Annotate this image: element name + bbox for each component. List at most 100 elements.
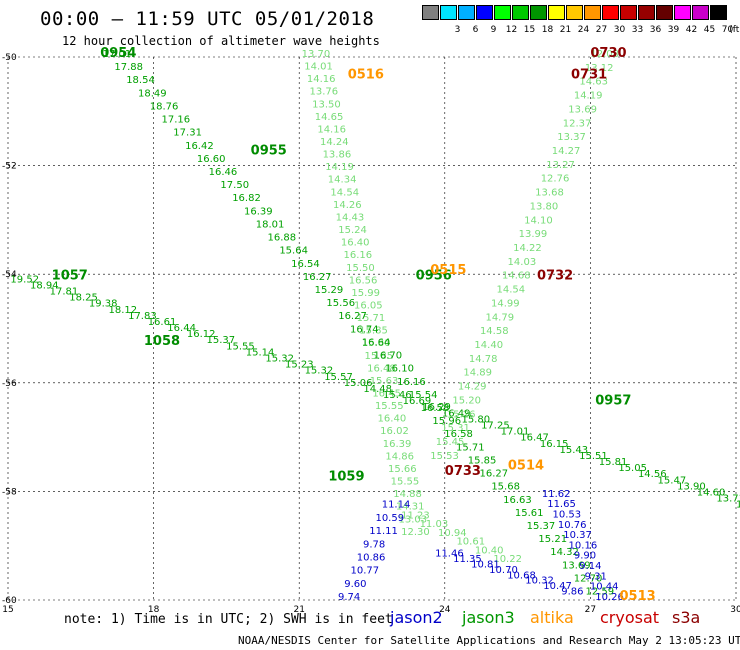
swh-value: 17.31 [173,128,202,139]
legend-altika: altika [530,608,574,627]
swh-value: 16.02 [380,426,409,437]
swh-value: 14.43 [336,212,365,223]
legend-jason3: jason3 [462,608,515,627]
swh-value: 14.78 [469,354,498,365]
swh-value: 14.58 [480,326,509,337]
swh-value: 16.40 [378,414,407,425]
swh-value: 15.81 [599,457,628,468]
color-scale-swatch [656,5,673,20]
swh-value: 15.85 [359,326,388,337]
swh-value: 14.54 [497,285,526,296]
swh-value: 15.24 [338,225,367,236]
swh-value: 16.05 [354,300,383,311]
y-tick-label: -50 [2,53,17,63]
swh-value: 12.37 [563,118,592,129]
swh-value: 19.38 [89,299,118,310]
swh-value: 16.10 [385,364,414,375]
swh-value: 13.80 [530,201,559,212]
swh-value: 16.69 [403,396,432,407]
swh-value: 15.26 [447,409,476,420]
swh-value: 15.45 [436,437,465,448]
color-scale-swatch [530,5,547,20]
swh-value: 15.32 [305,366,334,377]
swh-value: 10.53 [553,509,582,520]
swh-value: 10.76 [558,520,587,531]
swh-value: 14.48 [363,384,392,395]
swh-value: 16.58 [444,429,473,440]
pass-label: 0733 [445,464,481,479]
y-tick-label: -60 [2,596,17,606]
swh-value: 9.74 [338,592,360,603]
swh-value: 16.40 [341,238,370,249]
swh-value: 10.77 [351,566,380,577]
swh-value: 18.25 [69,293,98,304]
swh-value: 18.12 [108,305,137,316]
swh-value: 17.83 [128,311,157,322]
color-scale-label: 42 [685,25,698,35]
pass-label: 0731 [571,68,607,83]
swh-value: 16.27 [480,469,509,480]
swh-value: 17.81 [50,287,79,298]
swh-value: 15.99 [351,288,380,299]
map-title: 00:00 – 11:59 UTC 05/01/2018 [40,8,375,30]
swh-value: 16.58 [421,403,450,414]
swh-value: 11.23 [401,511,430,522]
swh-value: 15.32 [265,354,294,365]
swh-value: 16.63 [503,495,532,506]
swh-value: 15.47 [658,475,687,486]
swh-value: 10.44 [590,582,619,593]
swh-value: 17.01 [103,49,132,60]
swh-value: 14.22 [513,243,542,254]
swh-value: 13.86 [323,150,352,161]
swh-value: 16.39 [383,439,412,450]
swh-value: 15.80 [461,414,490,425]
swh-value: 16.16 [397,377,426,388]
swh-value: 14.26 [333,200,362,211]
swh-value: 12.30 [401,527,430,538]
swh-value: 18.01 [256,219,285,230]
swh-value: 16.29 [422,402,451,413]
swh-value: 16.64 [362,337,391,348]
pass-label: 1059 [328,470,364,485]
swh-value: 15.51 [579,451,608,462]
swh-value: 14.01 [304,62,333,73]
swh-value: 12.76 [541,174,570,185]
swh-value: 15.20 [452,395,481,406]
swh-value: 15.06 [344,378,373,389]
color-scale-swatch [710,5,727,20]
color-scale-label: 33 [631,25,644,35]
swh-value: 14.99 [491,298,520,309]
swh-value: 12.08 [590,49,619,60]
swh-value: 15.96 [432,416,461,427]
swh-value: 11.35 [453,554,482,565]
swh-value: 16.16 [344,250,373,261]
swh-value: 17.88 [114,62,143,73]
color-scale-swatch [440,5,457,20]
swh-value: 16.56 [349,275,378,286]
swh-value: 10.94 [438,528,467,539]
swh-value: 13.50 [312,99,341,110]
swh-value: 11 [736,500,740,511]
swh-value: 15.05 [618,463,647,474]
color-scale-label: 45 [703,25,716,35]
swh-value: 14.16 [307,74,336,85]
swh-value: 15.37 [527,521,556,532]
y-tick-label: -54 [2,270,17,280]
swh-value: 13.99 [519,229,548,240]
x-tick-label: 21 [293,605,304,615]
swh-value: 14.34 [328,175,357,186]
swh-value: 19.52 [10,274,39,285]
legend-jason2: jason2 [390,608,443,627]
swh-value: 16.47 [520,433,549,444]
color-scale-swatch [566,5,583,20]
swh-value: 14.65 [315,112,344,123]
color-scale-swatch [458,5,475,20]
pass-label: 0955 [251,144,287,159]
color-scale-swatch [692,5,709,20]
swh-value: 16.70 [374,351,403,362]
swh-value: 14.89 [463,368,492,379]
swh-value: 15.21 [538,534,567,545]
swh-value: 16.48 [367,363,396,374]
color-scale-label: 18 [541,25,554,35]
